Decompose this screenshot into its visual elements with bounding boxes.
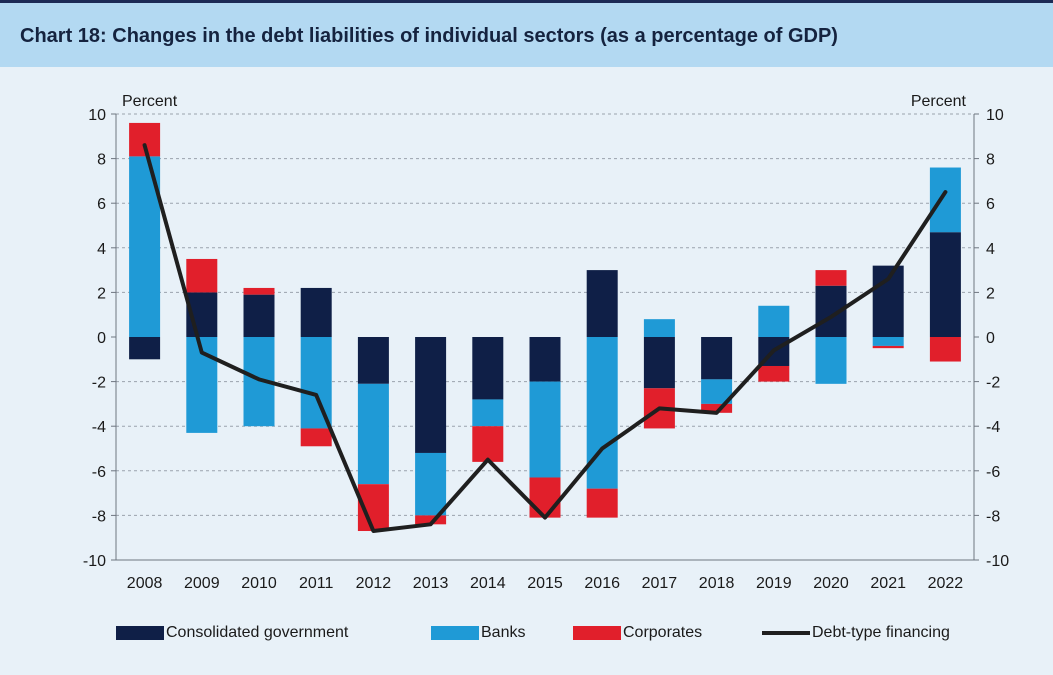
y-tick-label-right: -10 [986,553,1009,570]
legend-swatch-debt-financing [762,631,810,635]
bar-government [357,337,389,384]
x-tick-label: 2010 [241,575,277,592]
legend-swatch-corporates [573,626,621,640]
y-tick-label-left: 8 [97,152,106,169]
bar-banks [357,383,389,485]
y-tick-label-left: -10 [83,553,106,570]
bar-banks [529,381,561,478]
bar-banks [758,305,790,337]
y-tick-label-right: -2 [986,375,1000,392]
bar-corporates [701,403,733,413]
legend-item-government: Consolidated government [116,621,348,645]
y-tick-label-left: -4 [92,419,106,436]
legend-swatch-banks [431,626,479,640]
bar-government [300,287,332,337]
x-tick-label: 2019 [756,575,792,592]
y-tick-label-right: -8 [986,508,1000,525]
y-axis-label-left: Percent [122,93,178,110]
bar-banks [415,452,447,516]
y-tick-label-right: 6 [986,196,995,213]
bar-banks [643,319,675,337]
y-tick-label-right: 2 [986,285,995,302]
y-axis-label-right: Percent [911,93,967,110]
legend-item-banks: Banks [431,621,525,645]
bar-banks [472,399,504,427]
x-tick-label: 2017 [642,575,678,592]
legend-label-banks: Banks [481,624,526,641]
bar-corporates [929,337,961,362]
x-tick-label: 2008 [127,575,163,592]
x-tick-label: 2016 [584,575,620,592]
x-tick-label: 2011 [299,575,334,592]
bar-banks [586,337,618,489]
bar-corporates [586,488,618,518]
y-tick-label-right: 4 [986,241,995,258]
y-tick-label-right: -6 [986,464,1000,481]
chart-header: Chart 18: Changes in the debt liabilitie… [0,3,1053,67]
bar-government [643,337,675,389]
top-rule [0,0,1053,3]
y-tick-label-left: -6 [92,464,106,481]
line-debt-financing [142,143,948,534]
legend-label-government: Consolidated government [166,624,349,641]
chart-plot: 10 10 8 8 6 6 4 4 2 2 0 0 -2 -2 -4 -4 -6 -6 -8 -8 -10 -10 Perc… [0,67,1053,675]
y-tick-label-left: -8 [92,508,106,525]
x-tick-label: 2022 [928,575,964,592]
x-tick-label: 2014 [470,575,506,592]
x-tick-label: 2021 [870,575,906,592]
bar-banks [929,167,961,233]
y-tick-label-left: 6 [97,196,106,213]
bar-corporates [415,515,447,525]
x-tick-label: 2009 [184,575,220,592]
bar-government [243,294,275,337]
bar-corporates [529,477,561,518]
y-tick-label-left: 4 [97,241,106,258]
x-tick-label: 2013 [413,575,449,592]
y-tick-label-left: 0 [97,330,106,347]
bar-banks [815,337,847,384]
bar-corporates [815,270,847,286]
y-tick-label-right: 8 [986,152,995,169]
x-tick-label: 2012 [356,575,392,592]
bar-government [586,270,618,337]
bar-government [472,337,504,400]
legend-label-corporates: Corporates [623,624,703,641]
bar-corporates [872,345,904,349]
chart-legend: Consolidated government Banks Corporates… [0,621,1053,645]
bar-government [415,337,447,453]
y-tick-label-right: 10 [986,107,1004,124]
bar-government [929,232,961,337]
legend-item-debt-financing: Debt-type financing [762,621,950,645]
bar-government [529,337,561,382]
y-tick-label-left: 10 [88,107,106,124]
y-tick-label-left: -2 [92,375,106,392]
legend-label-debt-financing: Debt-type financing [812,624,950,641]
y-tick-label-right: -4 [986,419,1000,436]
bar-banks [300,337,332,429]
chart-title: Chart 18: Changes in the debt liabilitie… [20,25,838,47]
bar-corporates [300,428,332,447]
x-tick-label: 2020 [813,575,849,592]
bar-corporates [186,258,218,293]
bar-corporates [758,365,790,382]
legend-swatch-government [116,626,164,640]
legend-item-corporates: Corporates [573,621,702,645]
x-tick-label: 2015 [527,575,563,592]
bar-corporates [243,287,275,295]
x-tick-label: 2018 [699,575,735,592]
y-tick-label-right: 0 [986,330,995,347]
bar-corporates [472,426,504,462]
bar-government [129,337,161,360]
bar-banks [872,337,904,346]
bar-government [701,337,733,380]
y-tick-label-left: 2 [97,285,106,302]
